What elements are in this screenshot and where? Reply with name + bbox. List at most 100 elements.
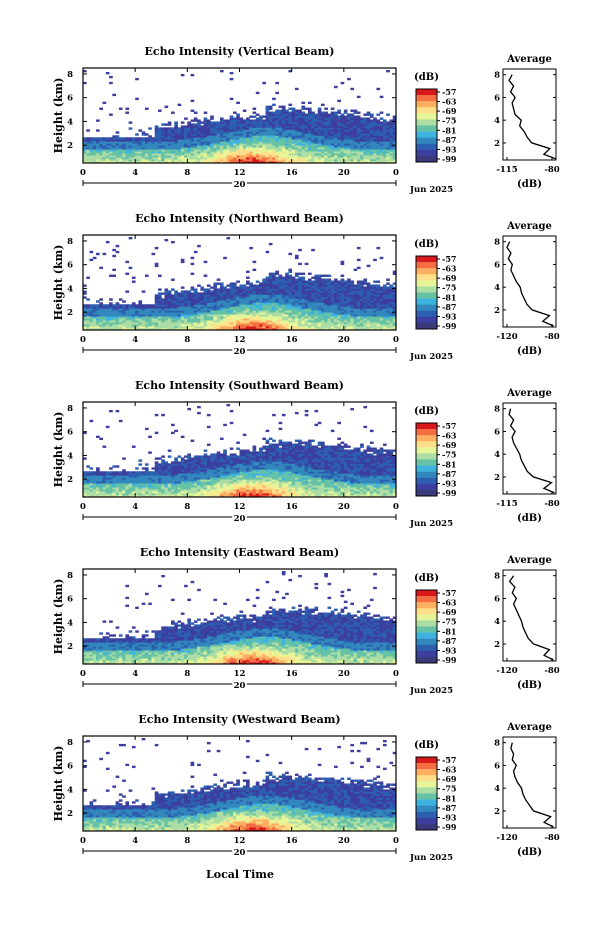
- heatmap-cell: [321, 121, 325, 124]
- heatmap-cell: [135, 324, 139, 327]
- heatmap-cell: [379, 127, 384, 130]
- heatmap-cell: [307, 326, 312, 329]
- heatmap-cell: [187, 491, 191, 494]
- heatmap-cell: [360, 308, 364, 311]
- heatmap-cell: [164, 320, 169, 323]
- heatmap-cell: [210, 133, 214, 136]
- colorbar-tick-label: -63: [442, 264, 457, 274]
- heatmap-cell: [386, 324, 390, 327]
- heatmap-cell: [105, 240, 110, 244]
- heatmap-cell: [216, 145, 221, 148]
- heatmap-cell: [177, 461, 182, 464]
- heatmap-cell: [144, 147, 149, 150]
- heatmap-cell: [304, 131, 309, 134]
- heatmap-cell: [138, 300, 143, 303]
- heatmap-cell: [239, 131, 244, 134]
- heatmap-cell: [366, 137, 371, 140]
- heatmap-cell: [265, 284, 270, 287]
- heatmap-cell: [86, 481, 90, 484]
- heatmap-cell: [321, 119, 325, 122]
- heatmap-cell: [216, 318, 221, 321]
- heatmap-cell: [174, 491, 178, 494]
- heatmap-cell: [96, 143, 100, 146]
- x-tick-label: 0: [80, 168, 86, 178]
- heatmap-cell: [350, 155, 355, 158]
- heatmap-cell: [187, 485, 191, 488]
- heatmap-cell: [350, 121, 355, 124]
- heatmap-cell: [311, 284, 315, 287]
- heatmap-cell: [379, 95, 384, 99]
- heatmap-cell: [164, 137, 169, 140]
- heatmap-cell: [392, 151, 397, 154]
- heatmap-cell: [164, 123, 169, 126]
- heatmap-cell: [144, 489, 149, 492]
- heatmap-cell: [259, 322, 263, 325]
- heatmap-cell: [151, 143, 156, 146]
- heatmap-cell: [347, 318, 351, 321]
- heatmap-cell: [249, 246, 253, 250]
- heatmap-cell: [99, 143, 103, 146]
- heatmap-cell: [376, 141, 381, 144]
- heatmap-cell: [389, 294, 394, 297]
- heatmap-cell: [294, 149, 299, 152]
- heatmap-cell: [177, 312, 182, 315]
- heatmap-cell: [174, 139, 178, 142]
- heatmap-cell: [96, 300, 100, 303]
- heatmap-cell: [128, 473, 133, 476]
- heatmap-cell: [272, 324, 276, 327]
- heatmap-cell: [356, 302, 361, 305]
- heatmap-cell: [272, 103, 276, 107]
- heatmap-cell: [249, 147, 253, 150]
- heatmap-cell: [324, 157, 328, 160]
- heatmap-cell: [288, 270, 293, 274]
- heatmap-cell: [340, 320, 345, 323]
- heatmap-cell: [262, 290, 266, 293]
- heatmap-cell: [330, 123, 335, 126]
- heatmap-cell: [298, 302, 302, 305]
- heatmap-cell: [379, 256, 384, 260]
- heatmap-cell: [138, 318, 143, 321]
- heatmap-cell: [382, 155, 387, 158]
- heatmap-cell: [105, 479, 110, 482]
- heatmap-cell: [324, 127, 328, 130]
- heatmap-cell: [304, 314, 309, 317]
- heatmap-cell: [131, 481, 136, 484]
- heatmap-cell: [154, 246, 159, 250]
- heatmap-cell: [219, 161, 224, 164]
- heatmap-cell: [330, 117, 335, 120]
- heatmap-cell: [206, 119, 211, 122]
- heatmap-cell: [301, 113, 306, 116]
- heatmap-cell: [148, 155, 152, 158]
- heatmap-cell: [109, 149, 113, 152]
- heatmap-cell: [259, 328, 263, 331]
- heatmap-cell: [109, 113, 113, 116]
- heatmap-cell: [265, 316, 270, 319]
- heatmap-cell: [157, 457, 162, 460]
- heatmap-cell: [239, 141, 244, 144]
- heatmap-cell: [317, 117, 322, 120]
- heatmap-cell: [151, 489, 156, 492]
- heatmap-cell: [122, 320, 126, 323]
- heatmap-cell: [141, 495, 146, 498]
- heatmap-cell: [301, 320, 306, 323]
- heatmap-cell: [278, 296, 283, 299]
- heatmap-cell: [154, 264, 159, 268]
- heatmap-cell: [272, 284, 276, 287]
- heatmap-cell: [275, 151, 280, 154]
- heatmap-cell: [317, 296, 322, 299]
- heatmap-cell: [118, 139, 123, 142]
- heatmap-cell: [363, 302, 368, 305]
- heatmap-cell: [180, 304, 185, 307]
- heatmap-cell: [92, 141, 97, 144]
- heatmap-cell: [125, 312, 130, 315]
- heatmap-cell: [343, 155, 348, 158]
- colorbar-tick-label: -75: [442, 283, 456, 293]
- x-tick-label: 20: [338, 335, 350, 345]
- heatmap-cell: [118, 479, 123, 482]
- heatmap-cell: [343, 131, 348, 134]
- heatmap-cell: [379, 155, 384, 158]
- heatmap-cell: [177, 493, 182, 496]
- heatmap-cell: [321, 320, 325, 323]
- heatmap-cell: [307, 292, 312, 295]
- heatmap-cell: [115, 316, 120, 319]
